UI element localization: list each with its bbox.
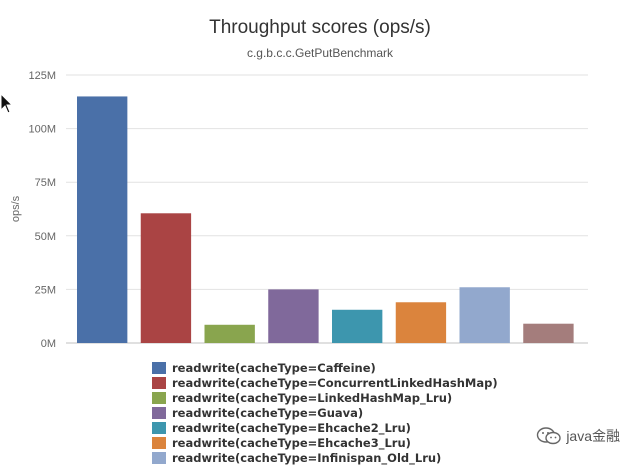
- bar: [268, 289, 319, 343]
- watermark-text: java金融: [566, 428, 620, 444]
- chart-title: Throughput scores (ops/s): [209, 17, 431, 38]
- legend-swatch: [152, 436, 166, 449]
- bar: [459, 287, 510, 343]
- bar: [332, 309, 383, 343]
- y-tick-label: 125M: [28, 70, 56, 82]
- legend-item[interactable]: readwrite(cacheType=Caffeine): [152, 360, 572, 375]
- legend-label: readwrite(cacheType=Caffeine): [172, 360, 376, 375]
- wechat-icon: [537, 427, 562, 445]
- y-tick-label: 75M: [35, 177, 56, 189]
- legend-label: readwrite(cacheType=Ehcache3_Lru): [172, 435, 411, 450]
- legend-item[interactable]: readwrite(cacheType=ConcurrentLinkedHash…: [152, 375, 572, 390]
- legend-swatch: [152, 361, 166, 374]
- legend-item[interactable]: readwrite(cacheType=Ehcache3_Lru): [152, 435, 572, 450]
- bar: [204, 324, 255, 343]
- legend-swatch: [152, 451, 166, 464]
- legend-item[interactable]: readwrite(cacheType=Infinispan_Old_Lru): [152, 450, 572, 465]
- y-axis-title: ops/s: [10, 195, 22, 222]
- y-tick-label: 25M: [35, 284, 56, 296]
- legend-swatch: [152, 391, 166, 404]
- legend-label: readwrite(cacheType=ConcurrentLinkedHash…: [172, 375, 498, 390]
- legend-item[interactable]: readwrite(cacheType=Guava): [152, 405, 572, 420]
- y-tick-label: 0M: [41, 338, 56, 350]
- bar: [395, 302, 447, 343]
- bar: [140, 213, 192, 343]
- y-tick-label: 100M: [28, 124, 56, 136]
- watermark: java金融: [536, 426, 620, 446]
- legend-label: readwrite(cacheType=Ehcache2_Lru): [172, 420, 411, 435]
- mouse-pointer-icon: [0, 93, 14, 114]
- legend-swatch: [152, 376, 166, 389]
- legend-item[interactable]: readwrite(cacheType=Ehcache2_Lru): [152, 420, 572, 435]
- legend-label: readwrite(cacheType=LinkedHashMap_Lru): [172, 390, 453, 405]
- legend: readwrite(cacheType=Caffeine) readwrite(c…: [152, 360, 572, 465]
- legend-label: readwrite(cacheType=Infinispan_Old_Lru): [172, 450, 442, 465]
- y-tick-label: 50M: [35, 231, 56, 243]
- legend-swatch: [152, 406, 166, 419]
- legend-label: readwrite(cacheType=Guava): [172, 405, 364, 420]
- legend-item[interactable]: readwrite(cacheType=LinkedHashMap_Lru): [152, 390, 572, 405]
- legend-swatch: [152, 421, 166, 434]
- bar: [77, 96, 128, 343]
- bar: [523, 323, 574, 343]
- chart-subtitle: c.g.b.c.c.GetPutBenchmark: [246, 46, 394, 60]
